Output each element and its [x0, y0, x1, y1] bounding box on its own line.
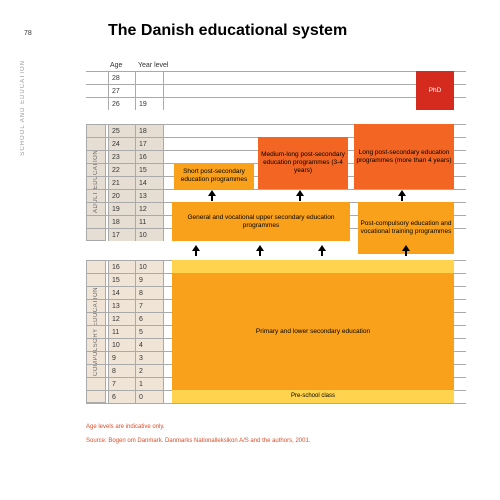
grid-row: 28	[86, 71, 466, 84]
preschool-block: Pre-school class	[172, 390, 454, 403]
year-cell	[136, 72, 164, 84]
year-cell: 4	[136, 339, 164, 351]
age-cell: 20	[108, 190, 136, 202]
age-cell: 6	[108, 391, 136, 403]
year-cell: 3	[136, 352, 164, 364]
age-cell: 14	[108, 287, 136, 299]
year-cell: 12	[136, 203, 164, 215]
primary-block: Primary and lower secondary education	[172, 273, 454, 390]
year-cell: 17	[136, 138, 164, 150]
year-cell: 19	[136, 98, 164, 110]
age-cell: 11	[108, 326, 136, 338]
arrow-up-icon	[318, 245, 326, 256]
age-cell: 17	[108, 229, 136, 241]
age-cell: 27	[108, 85, 136, 97]
arrow-up-icon	[402, 245, 410, 256]
year-cell: 10	[136, 261, 164, 273]
age-cell: 12	[108, 313, 136, 325]
year-cell: 5	[136, 326, 164, 338]
general-upper-block: General and vocational upper secondary e…	[172, 202, 350, 241]
arrow-up-icon	[398, 190, 406, 201]
col-header-year: Year level	[138, 62, 169, 69]
grid-row: 27	[86, 84, 466, 97]
age-cell: 26	[108, 98, 136, 110]
age-cell: 23	[108, 151, 136, 163]
short-postsecondary-block: Short post-secondary education programme…	[174, 163, 254, 189]
year-cell: 15	[136, 164, 164, 176]
year-cell: 13	[136, 190, 164, 202]
age-cell: 19	[108, 203, 136, 215]
grid-row: 2013	[86, 189, 466, 202]
age-cell: 22	[108, 164, 136, 176]
year-cell: 2	[136, 365, 164, 377]
age-cell: 16	[108, 261, 136, 273]
year-cell	[136, 85, 164, 97]
year-cell: 14	[136, 177, 164, 189]
year-cell: 16	[136, 151, 164, 163]
age-cell: 15	[108, 274, 136, 286]
age-cell: 13	[108, 300, 136, 312]
education-diagram: Age Year level ADULT EDUCATION COMPULSOR…	[86, 62, 466, 452]
age-cell: 7	[108, 378, 136, 390]
arrow-up-icon	[296, 190, 304, 201]
phd-block: PhD	[416, 71, 454, 110]
age-cell: 10	[108, 339, 136, 351]
arrow-up-icon	[256, 245, 264, 256]
age-cell: 21	[108, 177, 136, 189]
year-cell: 10	[136, 229, 164, 241]
age-cell: 18	[108, 216, 136, 228]
footnote-2: Source: Bogen om Danmark. Danmarks Natio…	[86, 438, 310, 444]
year-cell: 6	[136, 313, 164, 325]
footnote-1: Age levels are indicative only.	[86, 424, 165, 430]
arrow-up-icon	[192, 245, 200, 256]
grid-row: 2619	[86, 97, 466, 110]
year-cell: 8	[136, 287, 164, 299]
col-header-age: Age	[110, 62, 122, 69]
age-cell: 9	[108, 352, 136, 364]
comp-year10-block	[172, 260, 454, 273]
long-postsecondary-block: Long post-secondary education programmes…	[354, 124, 454, 189]
year-cell: 18	[136, 125, 164, 137]
year-cell: 11	[136, 216, 164, 228]
year-cell: 0	[136, 391, 164, 403]
year-cell: 7	[136, 300, 164, 312]
age-cell: 28	[108, 72, 136, 84]
page-number: 78	[24, 30, 32, 37]
year-cell: 9	[136, 274, 164, 286]
page-title: The Danish educational system	[108, 22, 347, 40]
side-section-label: SCHOOL AND EDUCATION	[20, 60, 26, 156]
age-cell: 25	[108, 125, 136, 137]
age-cell: 24	[108, 138, 136, 150]
medium-postsecondary-block: Medium-long post-secondary education pro…	[258, 137, 348, 189]
arrow-up-icon	[208, 190, 216, 201]
gap-1	[86, 110, 466, 124]
age-cell: 8	[108, 365, 136, 377]
year-cell: 1	[136, 378, 164, 390]
